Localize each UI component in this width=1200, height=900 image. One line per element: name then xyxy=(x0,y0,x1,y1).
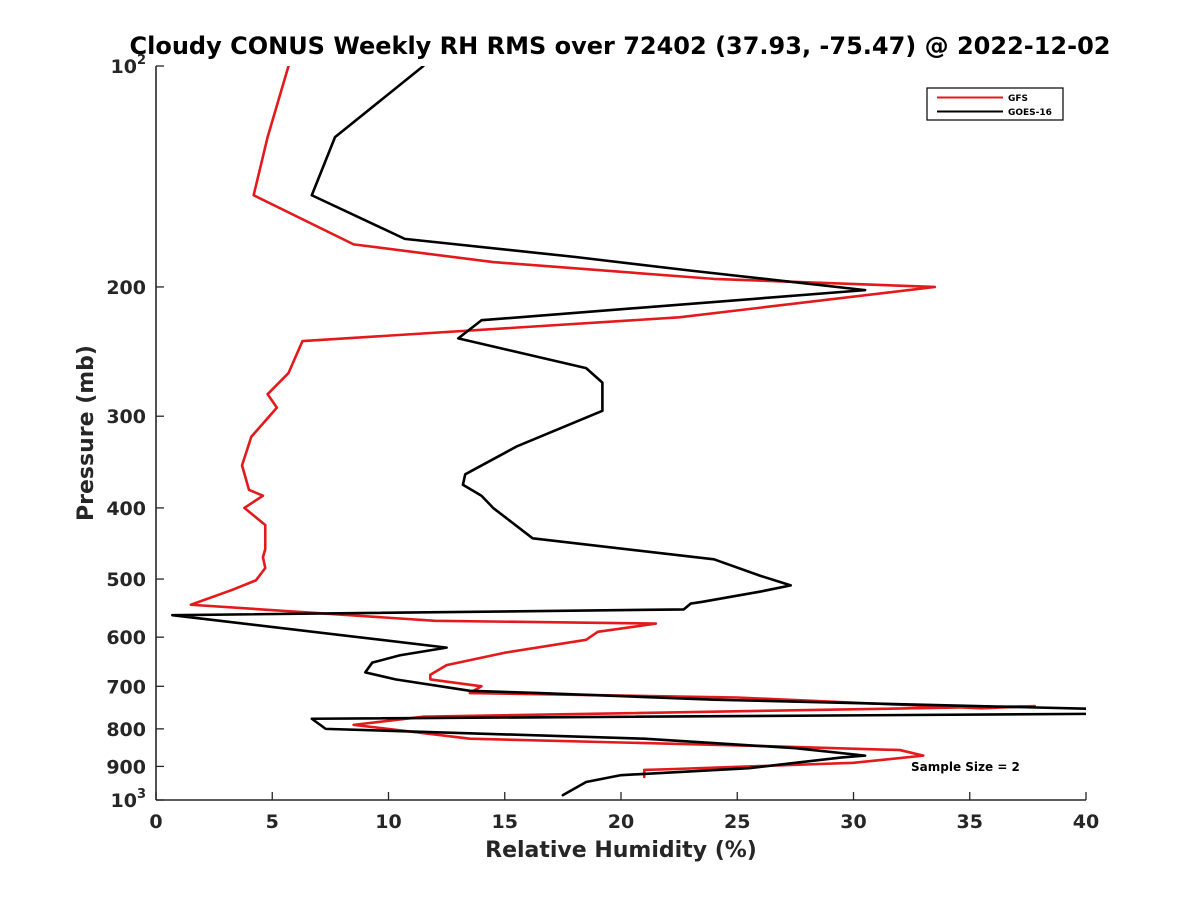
x-axis-ticks: 0 5 10 15 20 25 30 35 40 xyxy=(149,792,1099,833)
series-lines xyxy=(170,66,1086,797)
chart-title: Cloudy CONUS Weekly RH RMS over 72402 (3… xyxy=(130,32,1111,60)
y-tick-label: 102 xyxy=(111,53,147,78)
legend-gfs-label: GFS xyxy=(1008,94,1028,104)
legend-goes16-label: GOES-16 xyxy=(1008,108,1052,118)
y-tick-label: 800 xyxy=(106,719,146,741)
y-tick-label: 700 xyxy=(106,676,146,698)
x-tick-label: 20 xyxy=(608,811,634,833)
x-tick-label: 10 xyxy=(375,811,401,833)
series-gfs-line xyxy=(189,66,1037,779)
x-tick-label: 5 xyxy=(266,811,279,833)
y-tick-label: 103 xyxy=(111,787,147,812)
x-axis-label: Relative Humidity (%) xyxy=(485,838,757,863)
y-tick-label: 400 xyxy=(106,498,146,520)
x-tick-label: 25 xyxy=(724,811,750,833)
x-tick-label: 35 xyxy=(957,811,983,833)
y-tick-label: 900 xyxy=(106,756,146,778)
x-tick-label: 0 xyxy=(149,811,162,833)
x-tick-label: 30 xyxy=(840,811,866,833)
series-goes-16-line xyxy=(170,66,1086,797)
x-tick-label: 40 xyxy=(1073,811,1099,833)
y-tick-label: 200 xyxy=(106,277,146,299)
y-tick-label: 500 xyxy=(106,569,146,591)
x-tick-label: 15 xyxy=(492,811,518,833)
y-tick-label: 600 xyxy=(106,627,146,649)
y-axis-label: Pressure (mb) xyxy=(74,345,99,521)
legend: GFS GOES-16 xyxy=(926,87,1064,121)
sample-size-annotation: Sample Size = 2 xyxy=(911,760,1020,774)
y-tick-label: 300 xyxy=(106,406,146,428)
y-axis-ticks: 102 200 300 400 500 600 700 800 900 103 xyxy=(106,53,164,812)
legend-box xyxy=(926,87,1064,121)
